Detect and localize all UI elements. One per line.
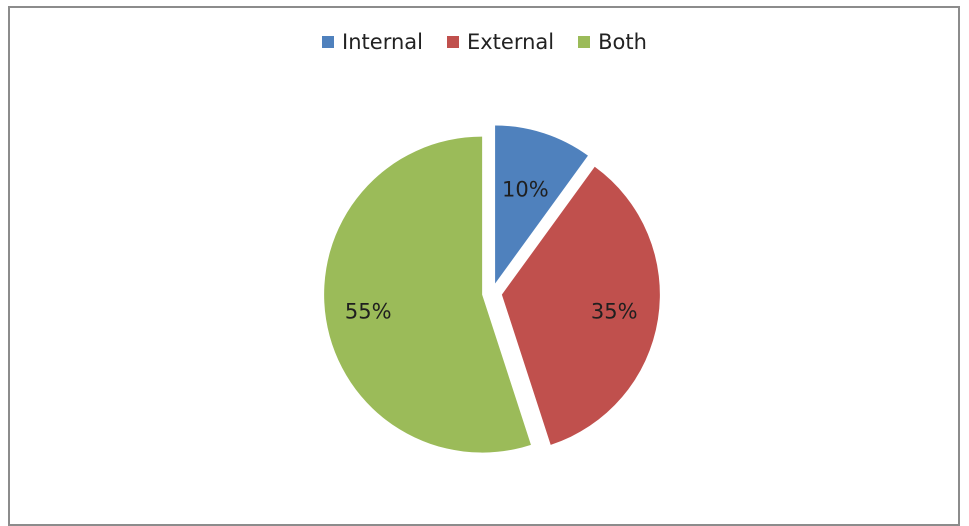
legend-item-both: Both [578, 30, 647, 54]
legend-swatch-internal [322, 36, 335, 48]
data-label-external: 35% [591, 299, 638, 323]
pie-slice-internal [495, 125, 588, 284]
pie-slices [324, 125, 660, 453]
legend-label-external: External [466, 30, 555, 54]
legend-label-internal: Internal [342, 30, 423, 54]
data-label-internal: 10% [502, 177, 549, 201]
pie-chart: 10% 35% 55% [324, 125, 660, 453]
legend-item-internal: Internal [322, 30, 423, 54]
pie-data-labels: 10% 35% 55% [345, 177, 638, 323]
pie-slice-external [501, 166, 660, 445]
legend-item-external: External [446, 30, 555, 54]
chart-legend: Internal External Both [0, 30, 969, 54]
legend-swatch-external [446, 36, 459, 48]
pie-slice-both [324, 136, 531, 453]
legend-swatch-both [578, 36, 591, 48]
legend-label-both: Both [598, 30, 647, 54]
data-label-both: 55% [345, 300, 392, 324]
